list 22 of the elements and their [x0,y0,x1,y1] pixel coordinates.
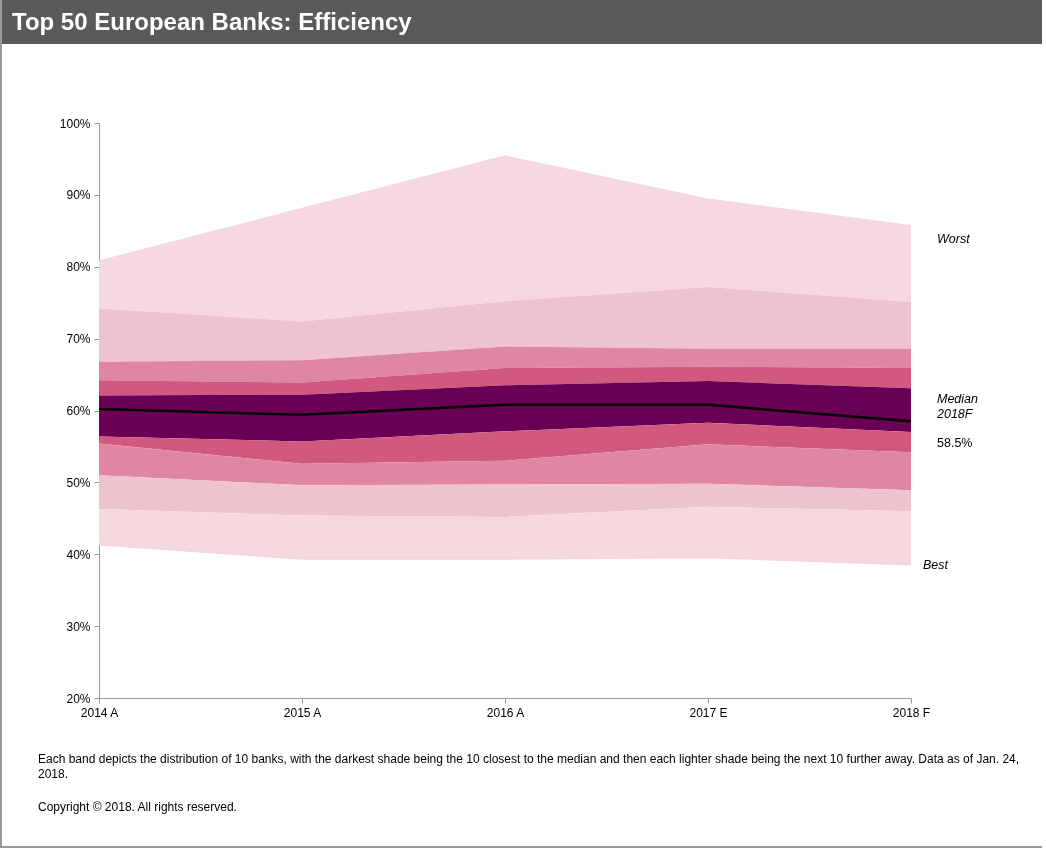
y-tick-label: 50% [66,475,91,490]
x-tick-label: 2017 E [689,705,728,720]
text: Copyright © 2018. All rights reserved. [38,800,238,815]
text: Each band depicts the distribution of 10 banks, with the darkest shade being the 10 closest to the median and then each lighter shade being the next 10 further away. Data as of Jan. 24, 2018. [38,752,1021,782]
y-tick-label: 90% [66,188,91,203]
x-tick-label: 2014 A [80,705,119,720]
x-tick-label: 2015 A [283,705,322,720]
y-tick-label: 100% [59,116,91,131]
y-tick-label: 20% [66,691,91,706]
annotation: 58.5% [937,436,973,451]
line-series [97,403,913,423]
y-tick-label: 60% [66,404,91,418]
text: Worst [937,232,971,246]
y-tick-label: 30% [66,619,91,634]
y-tick-label: 40% [66,547,91,562]
annotation: Median 2018F [936,392,979,421]
x-tick-label: 2016 A [486,705,525,720]
y-tick-label: 70% [66,332,91,347]
text: Best [923,558,949,572]
chart-title: Top 50 European Banks: Efficiency [2,0,1042,44]
x-tick-label: 2018 F [892,705,931,720]
y-tick-label: 80% [66,260,91,275]
